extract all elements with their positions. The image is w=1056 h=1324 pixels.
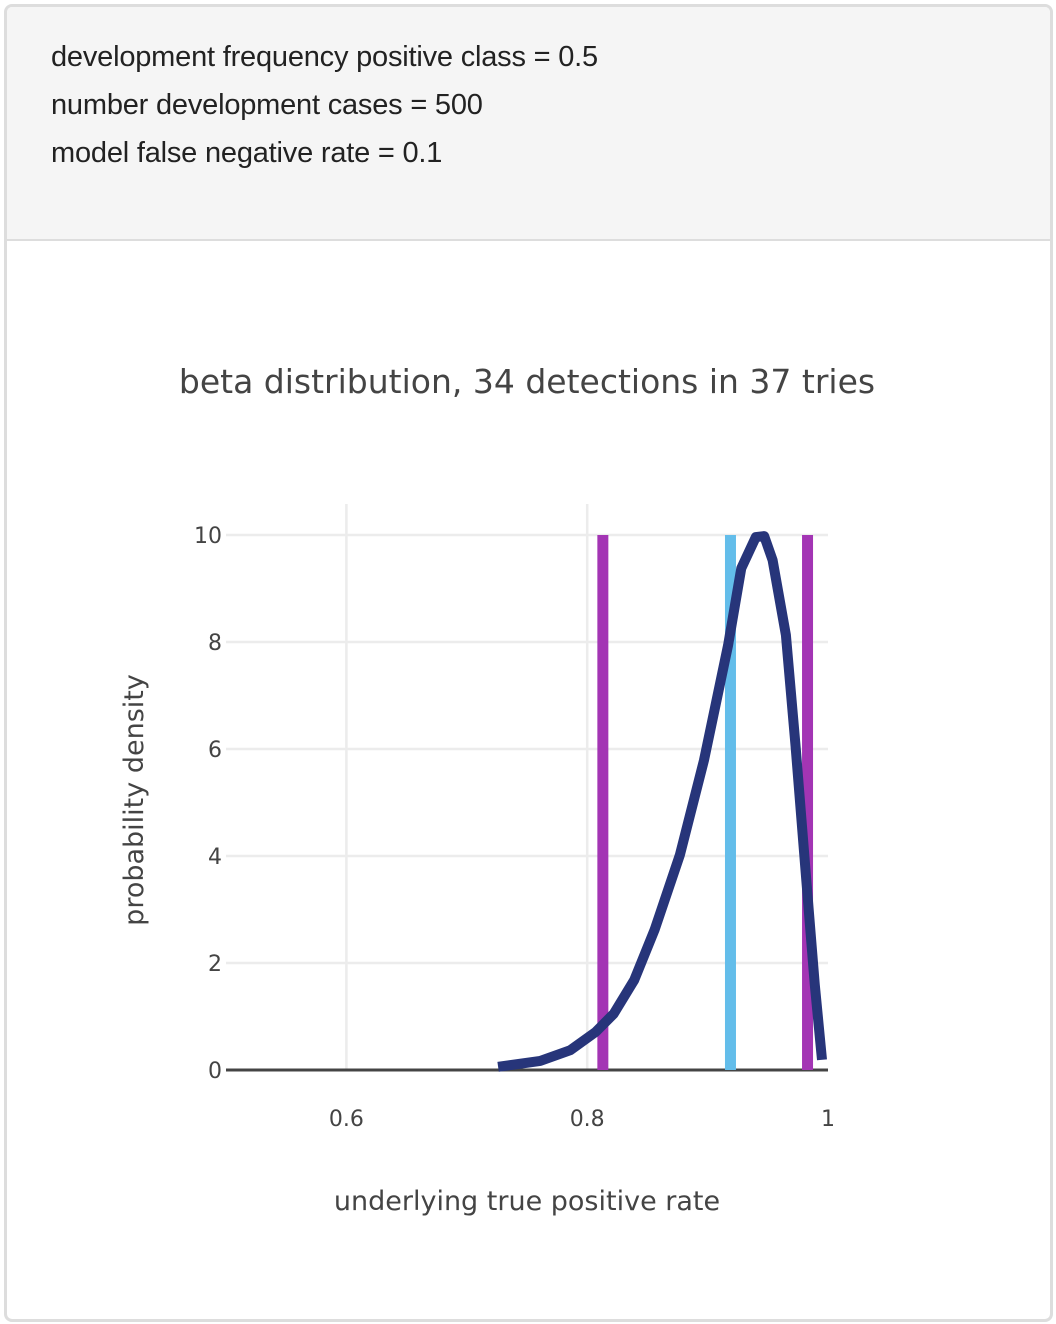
y-axis-label: probability density bbox=[119, 674, 150, 926]
x-tick-label: 0.6 bbox=[329, 1107, 364, 1132]
parameters-panel: development frequency positive class = 0… bbox=[7, 7, 1050, 241]
x-tick-label: 0.8 bbox=[570, 1107, 605, 1132]
x-axis-label: underlying true positive rate bbox=[334, 1186, 720, 1217]
chart-title: beta distribution, 34 detections in 37 t… bbox=[179, 362, 875, 401]
series-group bbox=[497, 531, 827, 1072]
y-tick-label: 6 bbox=[208, 738, 222, 763]
param-false-negative-rate: model false negative rate = 0.1 bbox=[51, 137, 443, 169]
y-tick-label: 8 bbox=[208, 631, 222, 656]
card: development frequency positive class = 0… bbox=[4, 4, 1053, 1322]
y-tick-label: 10 bbox=[194, 524, 222, 549]
ticks: 0 2 4 6 8 10 0.6 0.8 1 bbox=[194, 524, 835, 1132]
y-tick-label: 2 bbox=[208, 952, 222, 977]
param-dev-cases: number development cases = 500 bbox=[51, 89, 483, 121]
param-dev-frequency: development frequency positive class = 0… bbox=[51, 41, 598, 73]
x-tick-label: 1 bbox=[821, 1107, 835, 1132]
y-tick-label: 0 bbox=[208, 1059, 222, 1084]
y-tick-label: 4 bbox=[208, 845, 222, 870]
density-curve bbox=[497, 531, 827, 1072]
